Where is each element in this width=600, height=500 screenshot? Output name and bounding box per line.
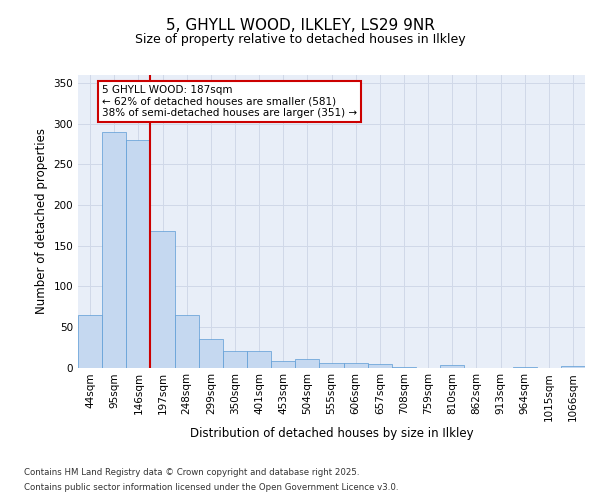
Bar <box>199 339 223 368</box>
Bar <box>102 132 126 368</box>
Bar <box>344 364 368 368</box>
Text: 5, GHYLL WOOD, ILKLEY, LS29 9NR: 5, GHYLL WOOD, ILKLEY, LS29 9NR <box>166 18 434 32</box>
Bar <box>126 140 151 368</box>
Text: Size of property relative to detached houses in Ilkley: Size of property relative to detached ho… <box>134 32 466 46</box>
Bar <box>561 366 585 368</box>
Bar <box>151 231 175 368</box>
Text: Contains public sector information licensed under the Open Government Licence v3: Contains public sector information licen… <box>24 483 398 492</box>
Bar <box>512 366 537 368</box>
Bar <box>319 362 344 368</box>
Text: 5 GHYLL WOOD: 187sqm
← 62% of detached houses are smaller (581)
38% of semi-deta: 5 GHYLL WOOD: 187sqm ← 62% of detached h… <box>102 84 357 118</box>
Bar <box>271 361 295 368</box>
Bar <box>295 360 319 368</box>
Bar <box>78 314 102 368</box>
Bar <box>247 351 271 368</box>
Bar <box>223 351 247 368</box>
Bar <box>392 366 416 368</box>
X-axis label: Distribution of detached houses by size in Ilkley: Distribution of detached houses by size … <box>190 426 473 440</box>
Bar <box>440 365 464 368</box>
Bar <box>175 314 199 368</box>
Bar <box>368 364 392 368</box>
Y-axis label: Number of detached properties: Number of detached properties <box>35 128 48 314</box>
Text: Contains HM Land Registry data © Crown copyright and database right 2025.: Contains HM Land Registry data © Crown c… <box>24 468 359 477</box>
